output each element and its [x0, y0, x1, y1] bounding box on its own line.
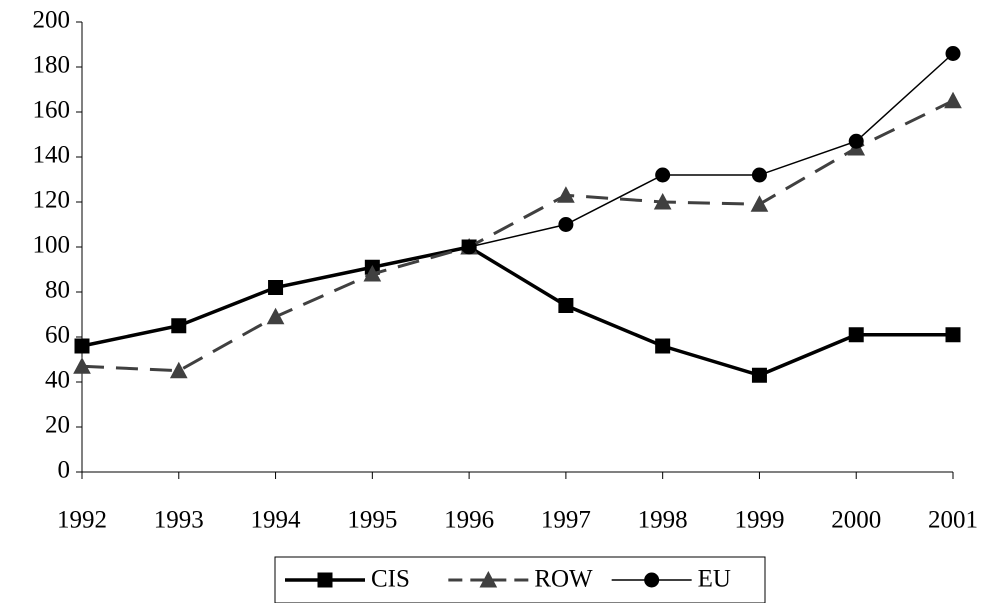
y-tick-label: 180: [33, 52, 71, 79]
data-point: [751, 167, 767, 183]
data-point: [73, 357, 91, 374]
data-point: [848, 133, 864, 149]
x-tick-label: 1995: [347, 507, 397, 534]
y-tick-label: 100: [33, 232, 71, 259]
data-point: [558, 217, 574, 232]
x-tick-label: 1996: [444, 507, 494, 534]
x-tick-label: 1998: [638, 507, 688, 534]
y-tick-label: 200: [33, 7, 71, 34]
x-tick-label: 2001: [928, 507, 978, 534]
x-tick-label: 1992: [57, 507, 107, 534]
legend-label: ROW: [534, 566, 593, 593]
data-point: [171, 318, 187, 334]
data-point: [944, 91, 962, 109]
data-point: [655, 167, 671, 183]
y-tick-label: 40: [45, 367, 70, 394]
y-tick-label: 120: [33, 187, 71, 214]
x-tick-label: 2000: [831, 507, 881, 534]
data-point: [945, 46, 961, 61]
data-point: [461, 239, 477, 255]
legend-marker: [479, 570, 498, 588]
x-tick-label: 1994: [251, 507, 302, 534]
y-tick-label: 60: [45, 322, 70, 349]
data-point: [945, 327, 961, 343]
legend-marker: [644, 572, 660, 588]
series-line: [468, 52, 954, 248]
series-line: [81, 245, 953, 378]
y-tick-label: 80: [45, 277, 70, 304]
data-point: [268, 280, 284, 295]
y-tick-label: 0: [58, 457, 71, 484]
data-point: [74, 338, 90, 354]
y-tick-label: 160: [33, 97, 71, 124]
legend-marker: [317, 572, 333, 588]
data-point: [558, 298, 574, 313]
x-tick-label: 1997: [541, 507, 591, 534]
data-point: [653, 192, 672, 210]
data-point: [751, 367, 767, 383]
data-point: [557, 186, 575, 203]
legend-label: EU: [698, 566, 731, 593]
data-point: [363, 264, 382, 282]
data-point: [169, 361, 188, 379]
y-tick-label: 20: [45, 412, 70, 439]
x-tick-label: 1993: [154, 507, 204, 534]
series-line: [81, 99, 954, 373]
data-point: [848, 327, 864, 343]
data-point: [266, 307, 285, 325]
y-tick-label: 140: [33, 142, 71, 169]
data-point: [655, 338, 671, 354]
data-point: [750, 195, 769, 212]
legend-label: CIS: [371, 566, 410, 593]
x-tick-label: 1999: [734, 507, 784, 534]
